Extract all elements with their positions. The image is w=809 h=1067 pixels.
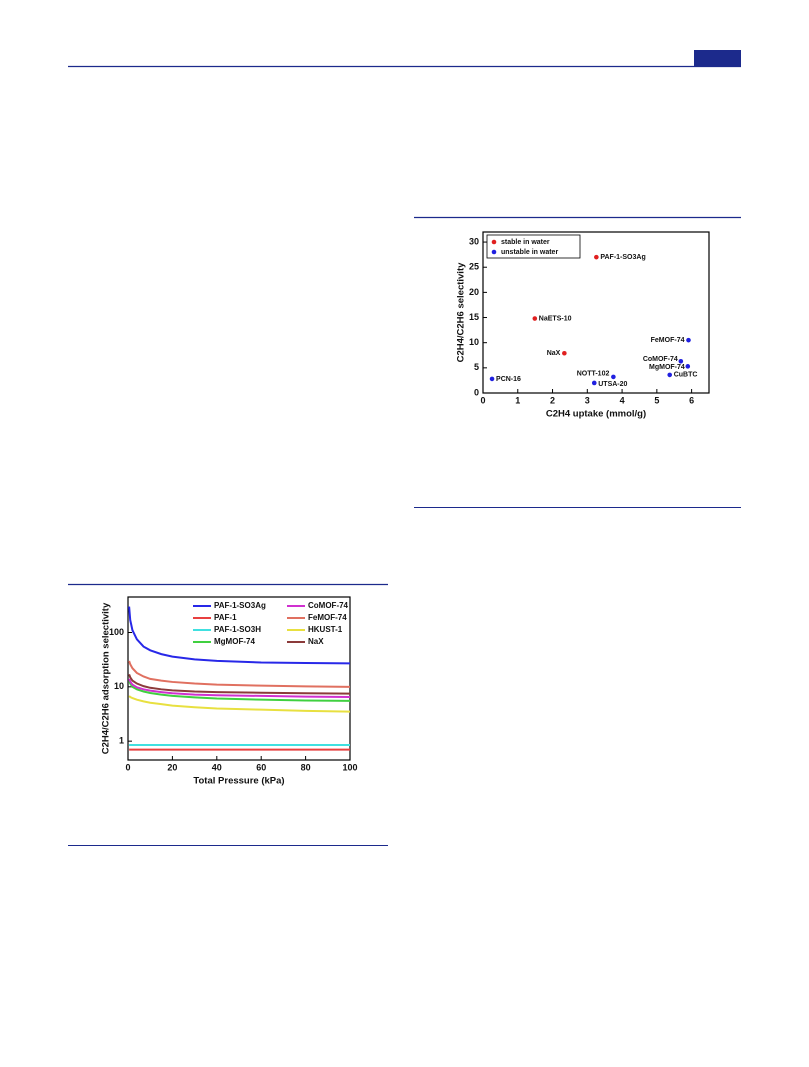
y-tick-label: 15 — [469, 312, 479, 322]
data-point — [594, 254, 599, 260]
x-tick-label: 1 — [515, 395, 520, 405]
y-tick-label: 1 — [119, 736, 124, 746]
point-label: NaX — [547, 350, 561, 357]
y-tick-label: 10 — [114, 681, 124, 691]
plot-frame — [482, 231, 710, 394]
point-label: PAF-1-SO3Ag — [600, 254, 645, 261]
legend-label: FeMOF-74 — [308, 613, 347, 622]
data-point — [678, 359, 684, 364]
legend-label: MgMOF-74 — [214, 637, 255, 646]
series-line — [128, 695, 351, 713]
series-line — [128, 678, 351, 698]
x-tick-label: 2 — [550, 395, 555, 405]
legend-label: PAF-1 — [214, 613, 237, 622]
data-point — [489, 376, 495, 382]
point-label: FeMOF-74 — [651, 337, 685, 344]
legend-label: unstable in water — [501, 249, 558, 256]
x-axis-label: Total Pressure (kPa) — [193, 776, 284, 787]
point-label: MgMOF-74 — [649, 364, 685, 371]
data-point — [685, 364, 691, 369]
legend-label: HKUST-1 — [308, 625, 343, 634]
x-tick-label: 4 — [620, 395, 625, 405]
x-tick-label: 0 — [480, 395, 485, 405]
y-tick-label: 5 — [474, 362, 479, 372]
legend-label: PAF-1-SO3H — [214, 625, 261, 634]
data-point — [562, 350, 567, 356]
series-line — [128, 606, 351, 665]
x-tick-label: 20 — [167, 762, 177, 772]
data-point — [532, 316, 538, 321]
y-axis-label: C2H4/C2H6 selectivity — [456, 262, 467, 363]
y-tick-label: 30 — [469, 236, 479, 246]
point-label: PCN-16 — [496, 376, 521, 383]
point-label: CoMOF-74 — [643, 356, 678, 363]
legend-label: CoMOF-74 — [308, 601, 349, 610]
x-tick-label: 80 — [301, 762, 311, 772]
x-tick-label: 3 — [585, 395, 590, 405]
x-tick-label: 6 — [689, 395, 694, 405]
legend-box — [486, 234, 581, 259]
legend-marker — [491, 239, 497, 245]
header-box — [694, 50, 741, 66]
legend-marker — [491, 249, 497, 255]
y-tick-label: 0 — [474, 387, 479, 397]
point-label: CuBTC — [674, 372, 698, 379]
data-point — [591, 380, 597, 386]
legend-label: stable in water — [501, 239, 550, 246]
point-label: NOTT-102 — [577, 371, 610, 378]
series-line — [128, 680, 351, 702]
x-tick-label: 40 — [212, 762, 222, 772]
series-line — [128, 673, 351, 695]
x-tick-label: 60 — [256, 762, 266, 772]
y-tick-label: 20 — [469, 287, 479, 297]
data-point — [686, 337, 691, 343]
x-tick-label: 5 — [654, 395, 659, 405]
legend-label: PAF-1-SO3Ag — [214, 601, 266, 610]
y-tick-label: 10 — [469, 337, 479, 347]
x-tick-label: 0 — [125, 762, 130, 772]
point-label: UTSA-20 — [598, 381, 627, 388]
y-axis-label: C2H4/C2H6 adsorption selectivity — [101, 602, 112, 754]
y-tick-label: 25 — [469, 262, 479, 272]
series-line — [128, 660, 351, 688]
data-point — [667, 372, 673, 378]
legend-label: NaX — [308, 637, 324, 646]
x-axis-label: C2H4 uptake (mmol/g) — [546, 409, 646, 420]
data-point — [611, 374, 616, 380]
plot-frame — [127, 596, 351, 761]
x-tick-label: 100 — [342, 762, 357, 772]
y-tick-label: 100 — [109, 627, 124, 637]
point-label: NaETS-10 — [539, 315, 572, 322]
